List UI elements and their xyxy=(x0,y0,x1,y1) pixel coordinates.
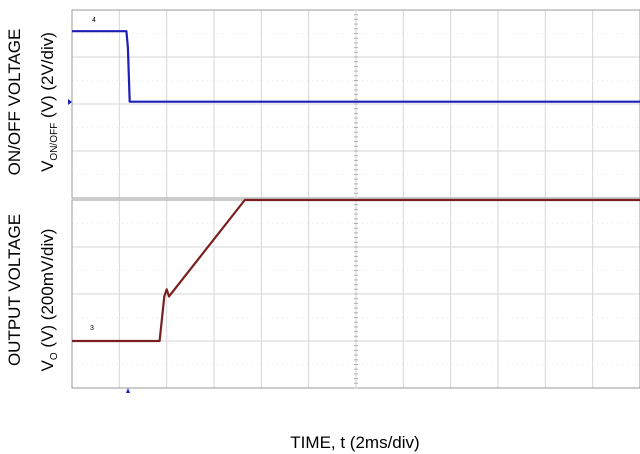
bottom-ylabel-prefix: V xyxy=(38,359,57,371)
bottom-ylabel-line1: OUTPUT VOLTAGE xyxy=(5,214,24,366)
bottom-ylabel-line2: VO (V) (200mV/div) xyxy=(38,229,60,372)
top-marker-label: 4 xyxy=(92,17,96,24)
ground-marker-top xyxy=(68,99,72,105)
bottom-marker-label: 3 xyxy=(90,325,94,332)
top-ylabel-subscript: ON/OFF xyxy=(49,123,60,161)
top-ylabel-suffix: (V) (2V/div) xyxy=(38,32,57,123)
series-line-panel-1-0 xyxy=(72,198,640,343)
grid xyxy=(71,9,640,389)
bottom-ylabel-subscript: O xyxy=(49,352,60,360)
traces xyxy=(68,30,640,393)
x-axis-label: TIME, t (2ms/div) xyxy=(290,433,419,452)
trigger-marker xyxy=(126,388,130,393)
top-ylabel-prefix: V xyxy=(38,160,57,172)
top-ylabel-line2: VON/OFF (V) (2V/div) xyxy=(38,32,60,172)
bottom-ylabel-suffix: (V) (200mV/div) xyxy=(38,229,57,353)
top-ylabel-line1: ON/OFF VOLTAGE xyxy=(5,29,24,176)
